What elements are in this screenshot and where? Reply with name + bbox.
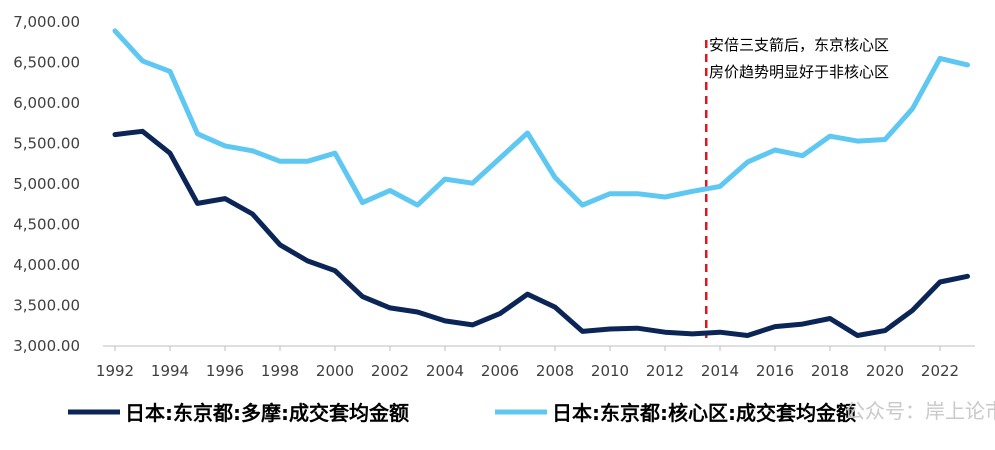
y-tick-label: 4,500.00 — [13, 216, 80, 234]
y-tick-label: 4,000.00 — [13, 256, 80, 274]
legend: 日本:东京都:多摩:成交套均金额 日本:东京都:核心区:成交套均金额 — [68, 401, 856, 425]
series-line-tama — [112, 128, 970, 338]
x-tick-label: 1994 — [151, 362, 189, 380]
x-tick-label: 2018 — [811, 362, 849, 380]
y-axis: 3,000.00 3,500.00 4,000.00 4,500.00 5,000.00… — [13, 13, 80, 355]
watermark: 公众号：岸上论市 — [845, 399, 995, 423]
x-tick-label: 2000 — [316, 362, 354, 380]
y-tick-label: 5,000.00 — [13, 175, 80, 193]
x-tick-label: 2008 — [536, 362, 574, 380]
series-line-core — [112, 28, 970, 208]
x-tick-label: 2020 — [866, 362, 904, 380]
x-tick-label: 2012 — [646, 362, 684, 380]
x-tick-label: 2004 — [426, 362, 464, 380]
x-tick-label: 1992 — [96, 362, 134, 380]
annotation-line-1: 安倍三支箭后，东京核心区 — [709, 36, 889, 54]
y-tick-label: 5,500.00 — [13, 135, 80, 153]
x-tick-label: 2014 — [701, 362, 739, 380]
legend-label-core: 日本:东京都:核心区:成交套均金额 — [552, 401, 856, 425]
x-tick-label: 2022 — [921, 362, 959, 380]
x-tick-label: 2006 — [481, 362, 519, 380]
x-tick-label: 2016 — [756, 362, 794, 380]
y-tick-label: 3,000.00 — [13, 337, 80, 355]
x-tick-label: 2002 — [371, 362, 409, 380]
y-tick-label: 6,000.00 — [13, 94, 80, 112]
annotation-line-2: 房价趋势明显好于非核心区 — [709, 63, 889, 81]
y-tick-label: 7,000.00 — [13, 13, 80, 31]
x-axis: 1992 1994 1996 1998 2000 2002 2004 2006 2008 2010… — [96, 345, 975, 380]
x-tick-label: 1998 — [261, 362, 299, 380]
x-tick-label: 1996 — [206, 362, 244, 380]
annotation: 安倍三支箭后，东京核心区 房价趋势明显好于非核心区 — [709, 36, 889, 81]
series-layer — [112, 28, 970, 338]
legend-label-tama: 日本:东京都:多摩:成交套均金额 — [125, 401, 409, 425]
y-tick-label: 3,500.00 — [13, 297, 80, 315]
x-tick-label: 2010 — [591, 362, 629, 380]
y-tick-label: 6,500.00 — [13, 54, 80, 72]
